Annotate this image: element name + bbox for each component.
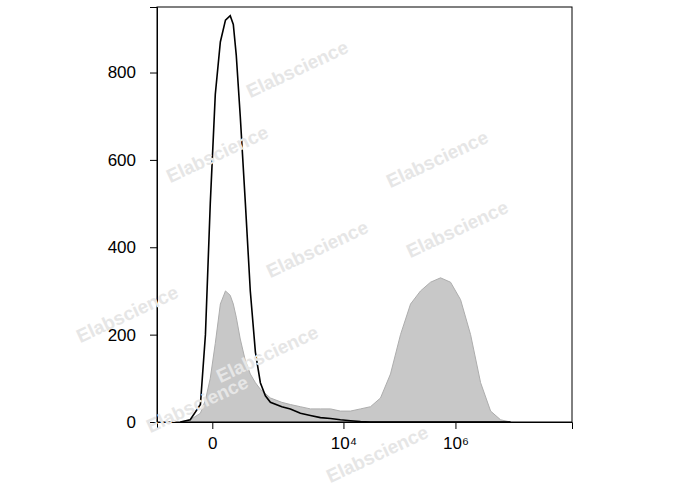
watermark: Elabscience [243,36,351,101]
watermark: Elabscience [323,421,431,486]
x-tick: 10⁶ [443,422,469,453]
y-tick: 400 [108,238,157,257]
y-tick: 800 [108,63,157,82]
y-tick-label: 0 [127,413,136,432]
watermark: Elabscience [383,126,491,191]
y-tick-label: 800 [108,63,136,82]
x-tick-mark [455,422,456,429]
x-tick: 0 [208,422,217,453]
y-axis: 0200400600800 [108,8,158,432]
watermark: Elabscience [73,281,181,346]
x-tick: 10⁴ [331,422,357,453]
watermark: Elabscience [163,121,271,186]
x-axis-line [158,423,573,430]
y-tick: 600 [108,151,157,170]
y-axis-line [150,8,158,423]
y-tick-mark [150,335,157,336]
x-tick-mark [212,422,213,429]
y-tick-mark [150,160,157,161]
x-tick-label: 10⁴ [331,434,357,453]
watermark: Elabscience [263,216,371,281]
plot-frame [157,7,572,422]
x-tick-mark [343,422,344,429]
y-tick-mark [150,73,157,74]
watermark: Elabscience [143,371,251,436]
x-tick-label: 10⁶ [443,434,469,453]
series-group [180,16,510,422]
x-tick-label: 0 [208,434,217,453]
chart: 010⁴10⁶0200400600800ElabscienceElabscien… [0,0,688,490]
y-tick-mark [150,247,157,248]
y-tick-label: 400 [108,238,136,257]
plot: 010⁴10⁶0200400600800 [108,7,573,453]
histogram-line [180,16,510,422]
y-tick-label: 600 [108,151,136,170]
watermark: Elabscience [403,196,511,261]
